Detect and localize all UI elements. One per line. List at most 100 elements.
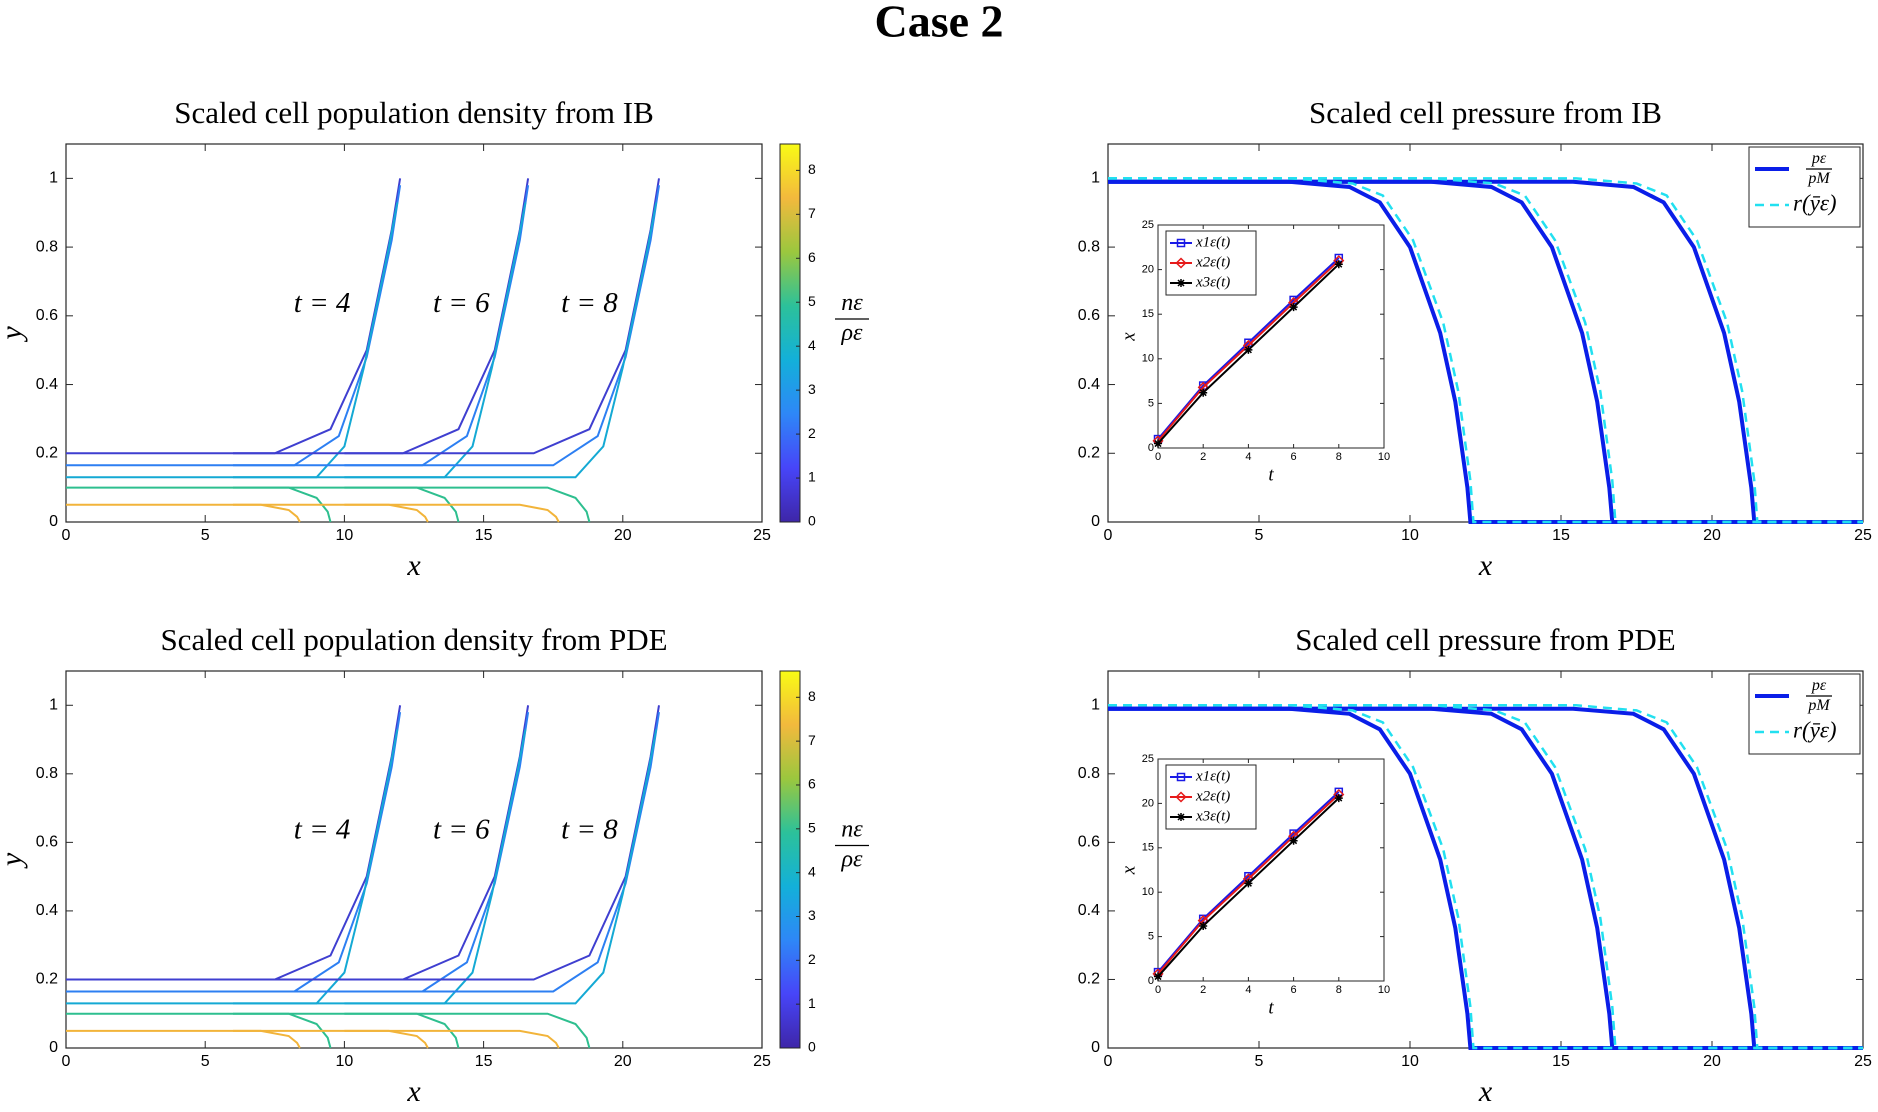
x-tick-label: 10 xyxy=(336,527,354,544)
y-tick-label: 15 xyxy=(1142,308,1154,320)
contour-line xyxy=(344,711,660,993)
fraction-denominator: pM xyxy=(1807,697,1831,714)
x-tick-label: 5 xyxy=(201,1053,210,1070)
contour-line xyxy=(344,486,591,523)
contour-line xyxy=(233,503,429,523)
x-tick-label: 10 xyxy=(1401,1053,1419,1070)
y-tick-label: 1 xyxy=(1091,170,1100,187)
y-tick-label: 0.2 xyxy=(1078,444,1100,461)
colorbar-tick-label: 7 xyxy=(808,732,816,748)
x-tick-label: 5 xyxy=(1255,527,1264,544)
x-tick-label: 2 xyxy=(1200,451,1206,463)
fraction-numerator: pε xyxy=(1811,150,1827,167)
colorbar-tick-label: 1 xyxy=(808,995,816,1011)
y-tick-label: 0.8 xyxy=(36,765,58,782)
series-line xyxy=(1108,706,1863,1050)
marker xyxy=(1334,260,1343,269)
y-tick-label: 20 xyxy=(1142,797,1154,809)
x-tick-label: 4 xyxy=(1245,984,1251,996)
legend-label: x1ε(t) xyxy=(1195,768,1230,784)
legend-label: x2ε(t) xyxy=(1195,788,1230,804)
inset-line xyxy=(1157,791,1340,973)
series-line xyxy=(1108,177,1863,524)
colorbar-tick-label: 8 xyxy=(808,688,816,704)
fraction-denominator: ρε xyxy=(841,320,864,346)
x-axis-label: x xyxy=(406,1075,421,1108)
series-line xyxy=(1108,704,1863,1050)
x-tick-label: 10 xyxy=(1378,984,1390,996)
axes-title: Scaled cell population density from PDE xyxy=(160,622,667,657)
contour-line xyxy=(66,503,301,523)
marker xyxy=(1154,439,1162,448)
x-axis-label: x xyxy=(1478,549,1493,582)
x-tick-label: 20 xyxy=(614,1053,632,1070)
legend-label: x3ε(t) xyxy=(1195,274,1230,290)
y-tick-label: 0.6 xyxy=(36,834,58,851)
y-axis-label: x xyxy=(1118,332,1139,342)
x-tick-label: 10 xyxy=(1401,527,1419,544)
colorbar-tick-label: 3 xyxy=(808,381,816,397)
y-tick-label: 1 xyxy=(1091,696,1100,713)
fraction-denominator: ρε xyxy=(841,847,864,873)
colorbar-tick-label: 3 xyxy=(808,907,816,923)
y-tick-label: 0.2 xyxy=(1078,971,1100,988)
x-axis-label: t xyxy=(1268,997,1274,1018)
marker xyxy=(1154,972,1162,981)
marker xyxy=(1334,794,1343,803)
y-tick-label: 0.4 xyxy=(36,902,58,919)
axes-background xyxy=(65,143,763,523)
annotation: t = 4 xyxy=(294,814,351,846)
contour-line xyxy=(344,202,658,479)
series-line xyxy=(1108,706,1863,1050)
y-tick-label: 0.2 xyxy=(36,444,58,461)
colorbar-tick-label: 4 xyxy=(808,863,816,879)
x-axis-label: t xyxy=(1268,464,1274,485)
x-tick-label: 20 xyxy=(1703,1053,1721,1070)
y-tick-label: 25 xyxy=(1142,219,1154,231)
annotation: t = 6 xyxy=(433,814,490,846)
y-tick-label: 0 xyxy=(1148,442,1154,454)
x-tick-label: 0 xyxy=(1155,984,1161,996)
x-tick-label: 0 xyxy=(62,527,71,544)
x-tick-label: 20 xyxy=(1703,527,1721,544)
x-tick-label: 15 xyxy=(475,1053,493,1070)
contour-line xyxy=(344,503,560,523)
series-line xyxy=(1108,179,1863,524)
fraction-numerator: pε xyxy=(1811,677,1827,694)
marker xyxy=(1177,813,1185,821)
y-tick-label: 1 xyxy=(49,170,58,187)
x-tick-label: 0 xyxy=(1104,1053,1113,1070)
series-line xyxy=(1108,704,1863,1050)
colorbar xyxy=(779,143,801,523)
marker xyxy=(1289,836,1298,845)
colorbar xyxy=(779,670,801,1049)
x-axis-label: x xyxy=(1478,1075,1493,1108)
colorbar-tick-label: 0 xyxy=(808,513,816,529)
marker xyxy=(1177,279,1185,287)
x-tick-label: 4 xyxy=(1245,451,1251,463)
fraction-numerator: nε xyxy=(841,817,863,843)
legend-label: r(ȳε) xyxy=(1793,190,1837,215)
y-axis-label: y xyxy=(0,852,28,869)
y-tick-label: 0.8 xyxy=(36,238,58,255)
colorbar-tick-label: 6 xyxy=(808,249,816,265)
x-tick-label: 0 xyxy=(1155,451,1161,463)
y-axis-label: y xyxy=(0,326,28,343)
x-tick-label: 5 xyxy=(1255,1053,1264,1070)
x-tick-label: 25 xyxy=(753,527,771,544)
y-axis-label: x xyxy=(1118,865,1139,875)
inset-line xyxy=(1157,793,1340,975)
y-tick-label: 1 xyxy=(49,696,58,713)
y-tick-label: 25 xyxy=(1142,753,1154,765)
annotation: t = 8 xyxy=(561,814,618,846)
colorbar-tick-label: 7 xyxy=(808,205,816,221)
y-tick-label: 0 xyxy=(1091,513,1100,530)
marker xyxy=(1244,345,1253,354)
x-tick-label: 8 xyxy=(1336,984,1342,996)
x-tick-label: 0 xyxy=(62,1053,71,1070)
figure-title: Case 2 xyxy=(874,0,1003,47)
axes-title: Scaled cell pressure from PDE xyxy=(1295,622,1676,657)
legend-label: r(ȳε) xyxy=(1793,717,1837,742)
marker xyxy=(1289,303,1298,312)
